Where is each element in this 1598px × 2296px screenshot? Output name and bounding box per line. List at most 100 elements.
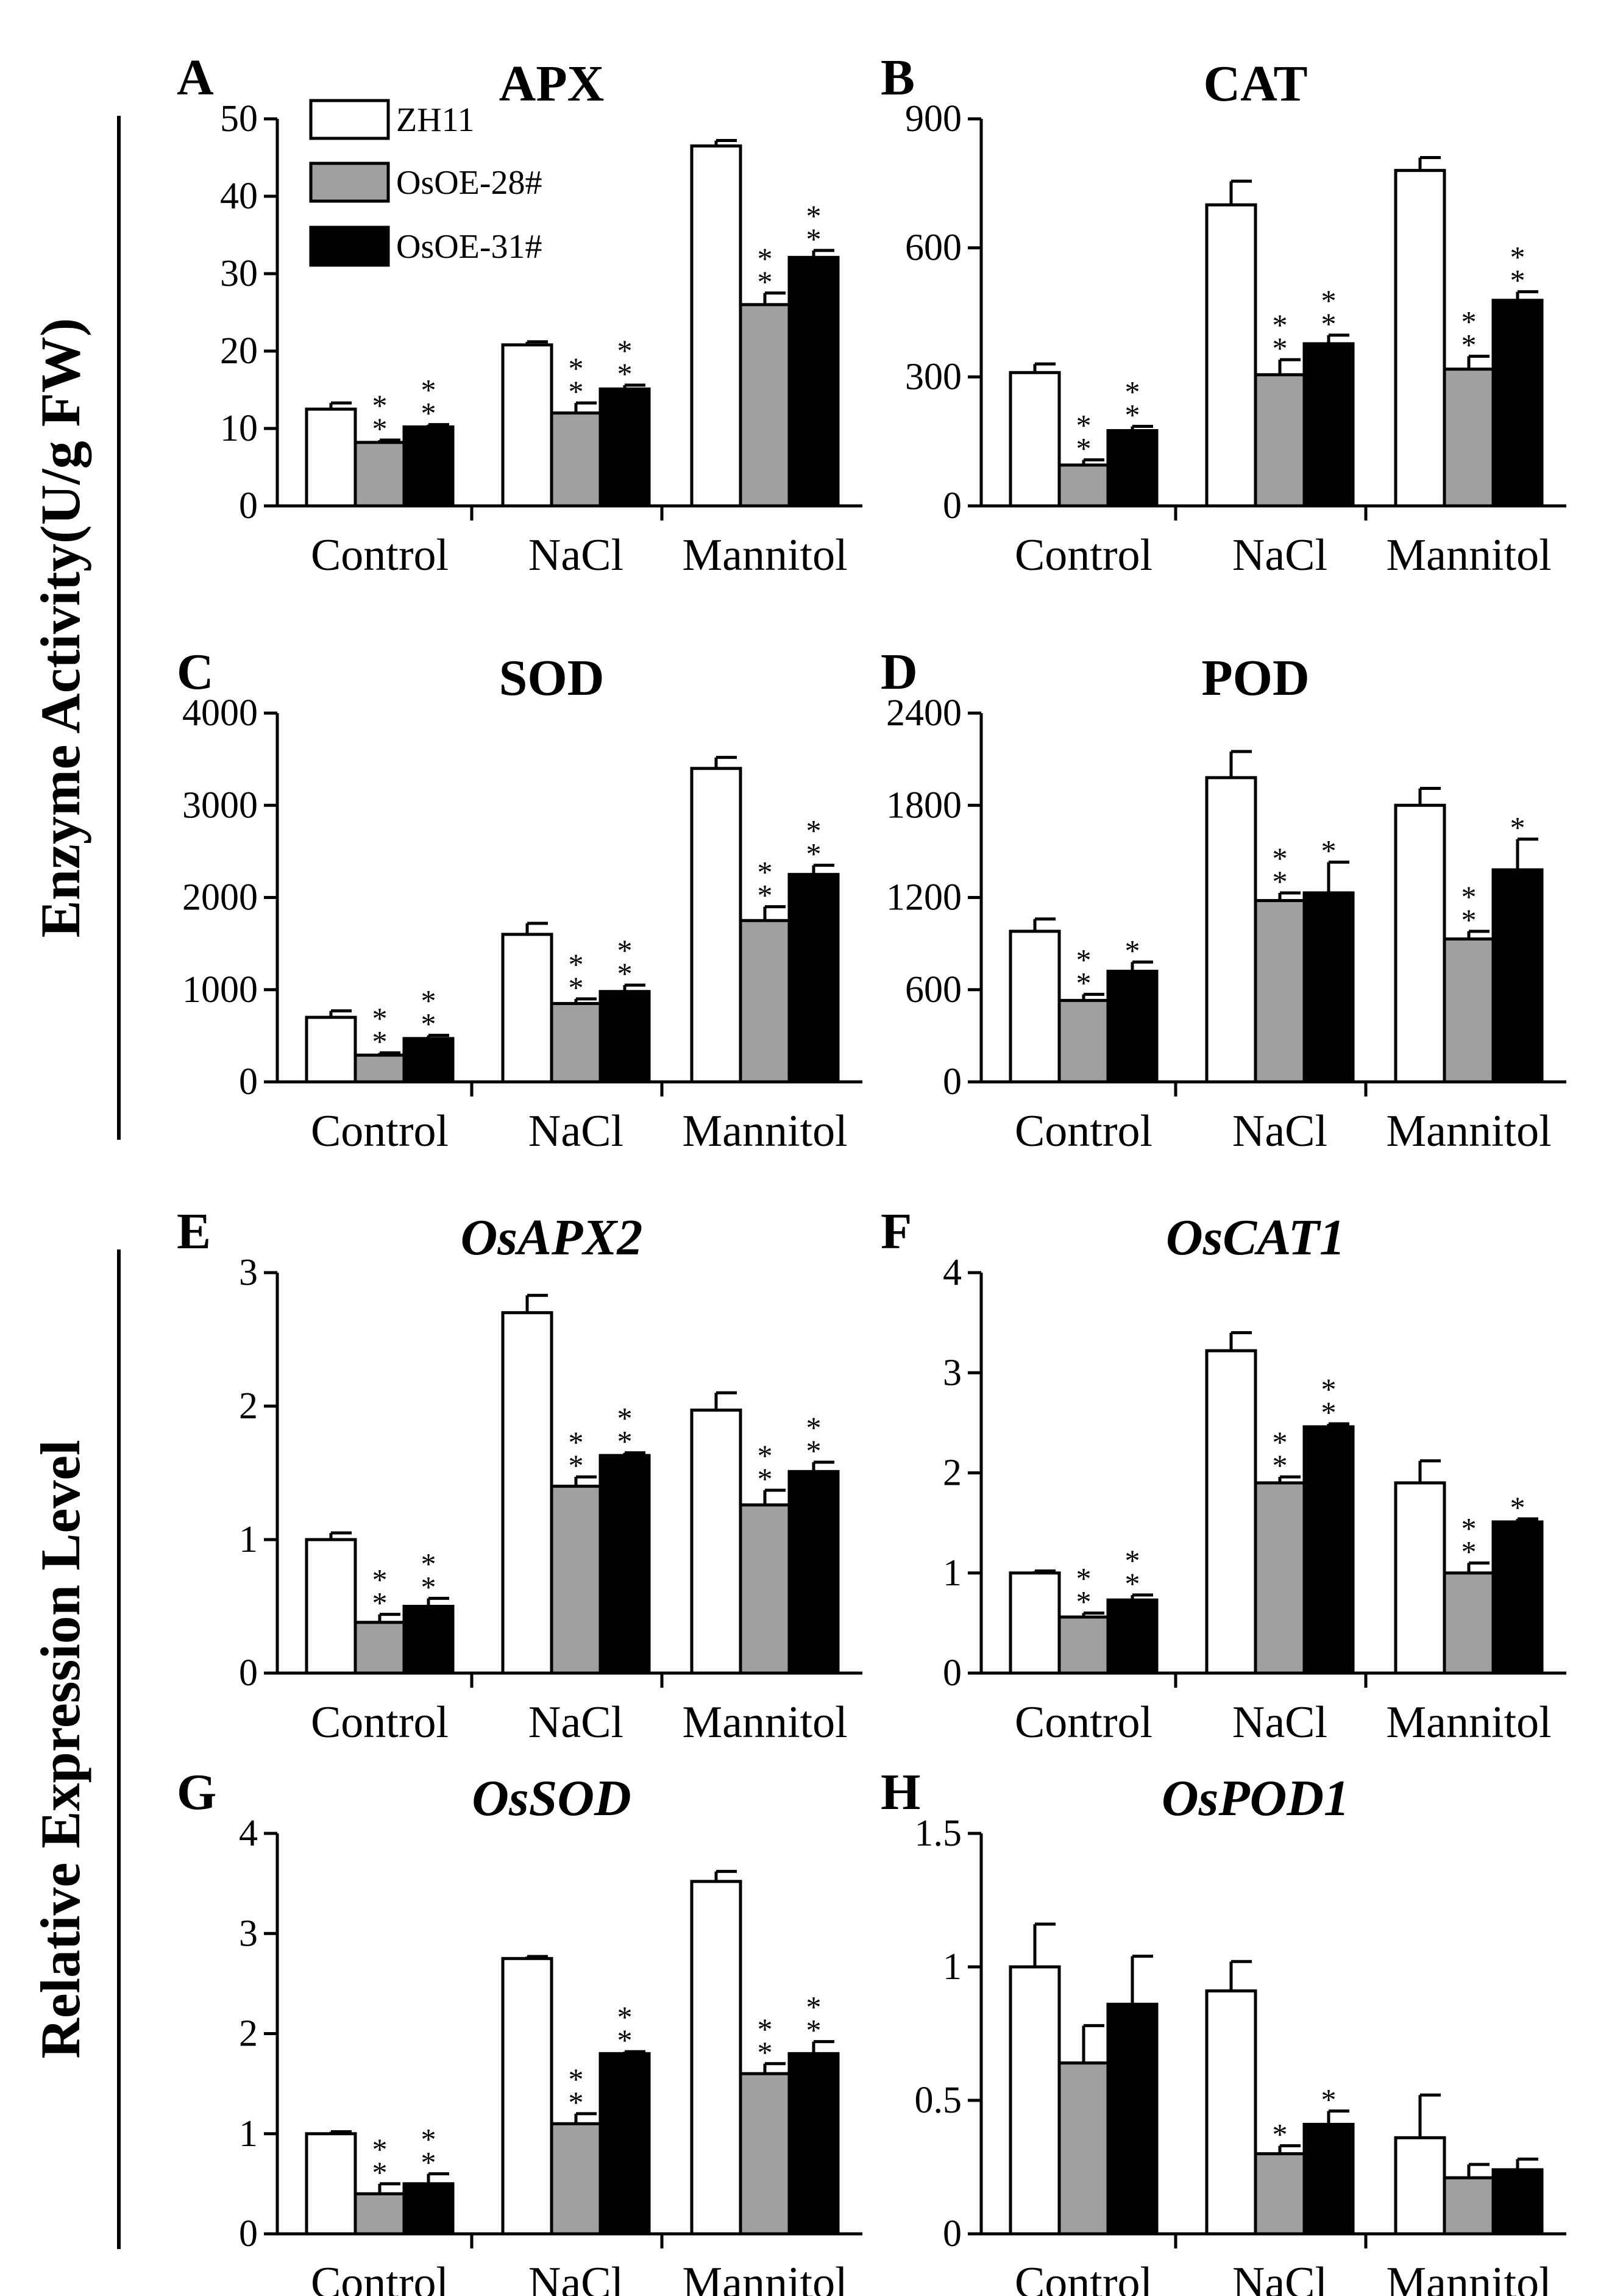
significance-mark: * (758, 855, 773, 889)
category-label: Control (1015, 1697, 1152, 1747)
y-tick-label: 0 (943, 2213, 962, 2255)
significance-mark: * (1321, 1372, 1337, 1406)
bar-zh11 (501, 933, 553, 1084)
category-label: Control (311, 1697, 449, 1747)
category-label: Mannitol (1386, 1106, 1551, 1156)
panel-letter: A (177, 49, 214, 106)
bar-osoe-28- (1254, 1481, 1306, 1675)
y-tick-label: 1 (239, 1519, 258, 1560)
y-tick-label: 2000 (182, 877, 258, 919)
category-label: Control (1015, 1106, 1152, 1156)
significance-mark: * (806, 1990, 822, 2024)
significance-mark: * (372, 1586, 388, 1620)
y-tick-label: 0 (239, 485, 258, 527)
significance-mark: * (1125, 1566, 1140, 1601)
significance-mark: * (758, 1462, 773, 1496)
y-tick-label: 1 (943, 1946, 962, 1988)
significance-mark: * (617, 333, 633, 368)
legend: ZH11 OsOE-28# OsOE-31# (309, 99, 542, 267)
panel-letter: F (881, 1203, 912, 1260)
y-tick-label: 2 (943, 1452, 962, 1494)
bar-zh11 (501, 1957, 553, 2236)
bar-osoe-28- (1057, 463, 1110, 508)
bar-osoe-31- (787, 255, 840, 508)
significance-mark: * (617, 933, 633, 967)
category-label: Mannitol (682, 2258, 847, 2296)
significance-mark: * (1273, 331, 1288, 365)
legend-swatch (309, 162, 390, 203)
bar-zh11 (305, 407, 357, 508)
significance-mark: * (758, 241, 773, 275)
bar-zh11 (1394, 803, 1446, 1084)
y-axis-label-expression: Relative Expression Level (29, 1440, 91, 2058)
bar-osoe-28- (353, 2192, 406, 2236)
bar-osoe-28- (353, 441, 406, 508)
significance-mark: * (1461, 1511, 1477, 1545)
bar-zh11 (1009, 371, 1061, 508)
category-label: Control (1015, 530, 1152, 580)
y-tick-label: 30 (220, 253, 258, 294)
significance-mark: * (372, 1001, 388, 1035)
significance-mark: * (372, 1563, 388, 1597)
significance-mark: * (806, 1434, 822, 1468)
bar-osoe-31- (1302, 2122, 1355, 2236)
bar-zh11 (305, 2132, 357, 2236)
significance-mark: * (1321, 1395, 1337, 1429)
significance-mark: * (421, 396, 436, 430)
significance-mark: * (1461, 1534, 1477, 1568)
panel-c: C SOD 0 1000 2000 3000 4000 Control NaCl Mannitol… (177, 644, 862, 1156)
bar-zh11 (501, 1311, 553, 1675)
category-label: NaCl (1232, 1697, 1327, 1747)
significance-mark: * (1076, 942, 1092, 976)
category-label: NaCl (528, 530, 623, 580)
significance-mark: * (569, 2085, 584, 2119)
significance-mark: * (1510, 240, 1525, 274)
y-tick-label: 1 (943, 1552, 962, 1594)
significance-mark: * (1125, 397, 1140, 432)
bar-zh11 (1009, 929, 1061, 1084)
significance-mark: * (806, 1410, 822, 1445)
significance-mark: * (372, 411, 388, 446)
y-tick-label: 40 (220, 176, 258, 217)
significance-mark: * (1076, 1584, 1092, 1618)
bar-osoe-28- (739, 919, 791, 1084)
bar-osoe-28- (550, 1484, 602, 1675)
y-tick-label: 0 (943, 485, 962, 527)
significance-mark: * (1321, 283, 1337, 318)
significance-mark: * (1076, 432, 1092, 466)
significance-mark: * (1125, 374, 1140, 408)
bar-osoe-28- (1254, 373, 1306, 508)
y-tick-label: 0 (239, 1652, 258, 1694)
bar-osoe-28- (1443, 1571, 1495, 1675)
bar-zh11 (1394, 1481, 1446, 1675)
significance-mark: * (569, 1425, 584, 1459)
bar-osoe-31- (1491, 299, 1544, 508)
category-label: Control (311, 1106, 449, 1156)
category-label: Mannitol (682, 530, 847, 580)
panel-title: OsSOD (472, 1770, 631, 1827)
significance-mark: * (569, 1448, 584, 1482)
bar-osoe-28- (1057, 1615, 1110, 1675)
significance-mark: * (1510, 1490, 1525, 1524)
significance-mark: * (1461, 304, 1477, 338)
category-label: Mannitol (682, 1106, 847, 1156)
significance-mark: * (617, 1401, 633, 1435)
significance-mark: * (1461, 327, 1477, 361)
bar-zh11 (1009, 1965, 1061, 2236)
bar-osoe-31- (402, 1605, 455, 1675)
y-tick-label: 4000 (182, 692, 258, 734)
bar-osoe-28- (550, 2122, 602, 2236)
bar-zh11 (1205, 203, 1257, 508)
y-tick-label: 3 (943, 1352, 962, 1393)
y-tick-label: 10 (220, 408, 258, 449)
category-label: NaCl (1232, 1106, 1327, 1156)
bar-osoe-28- (550, 411, 602, 508)
y-tick-label: 20 (220, 330, 258, 372)
legend-swatch (309, 226, 390, 267)
y-tick-label: 300 (905, 356, 962, 397)
significance-mark: * (1510, 263, 1525, 297)
y-tick-label: 600 (905, 969, 962, 1011)
bar-osoe-28- (739, 1503, 791, 1675)
